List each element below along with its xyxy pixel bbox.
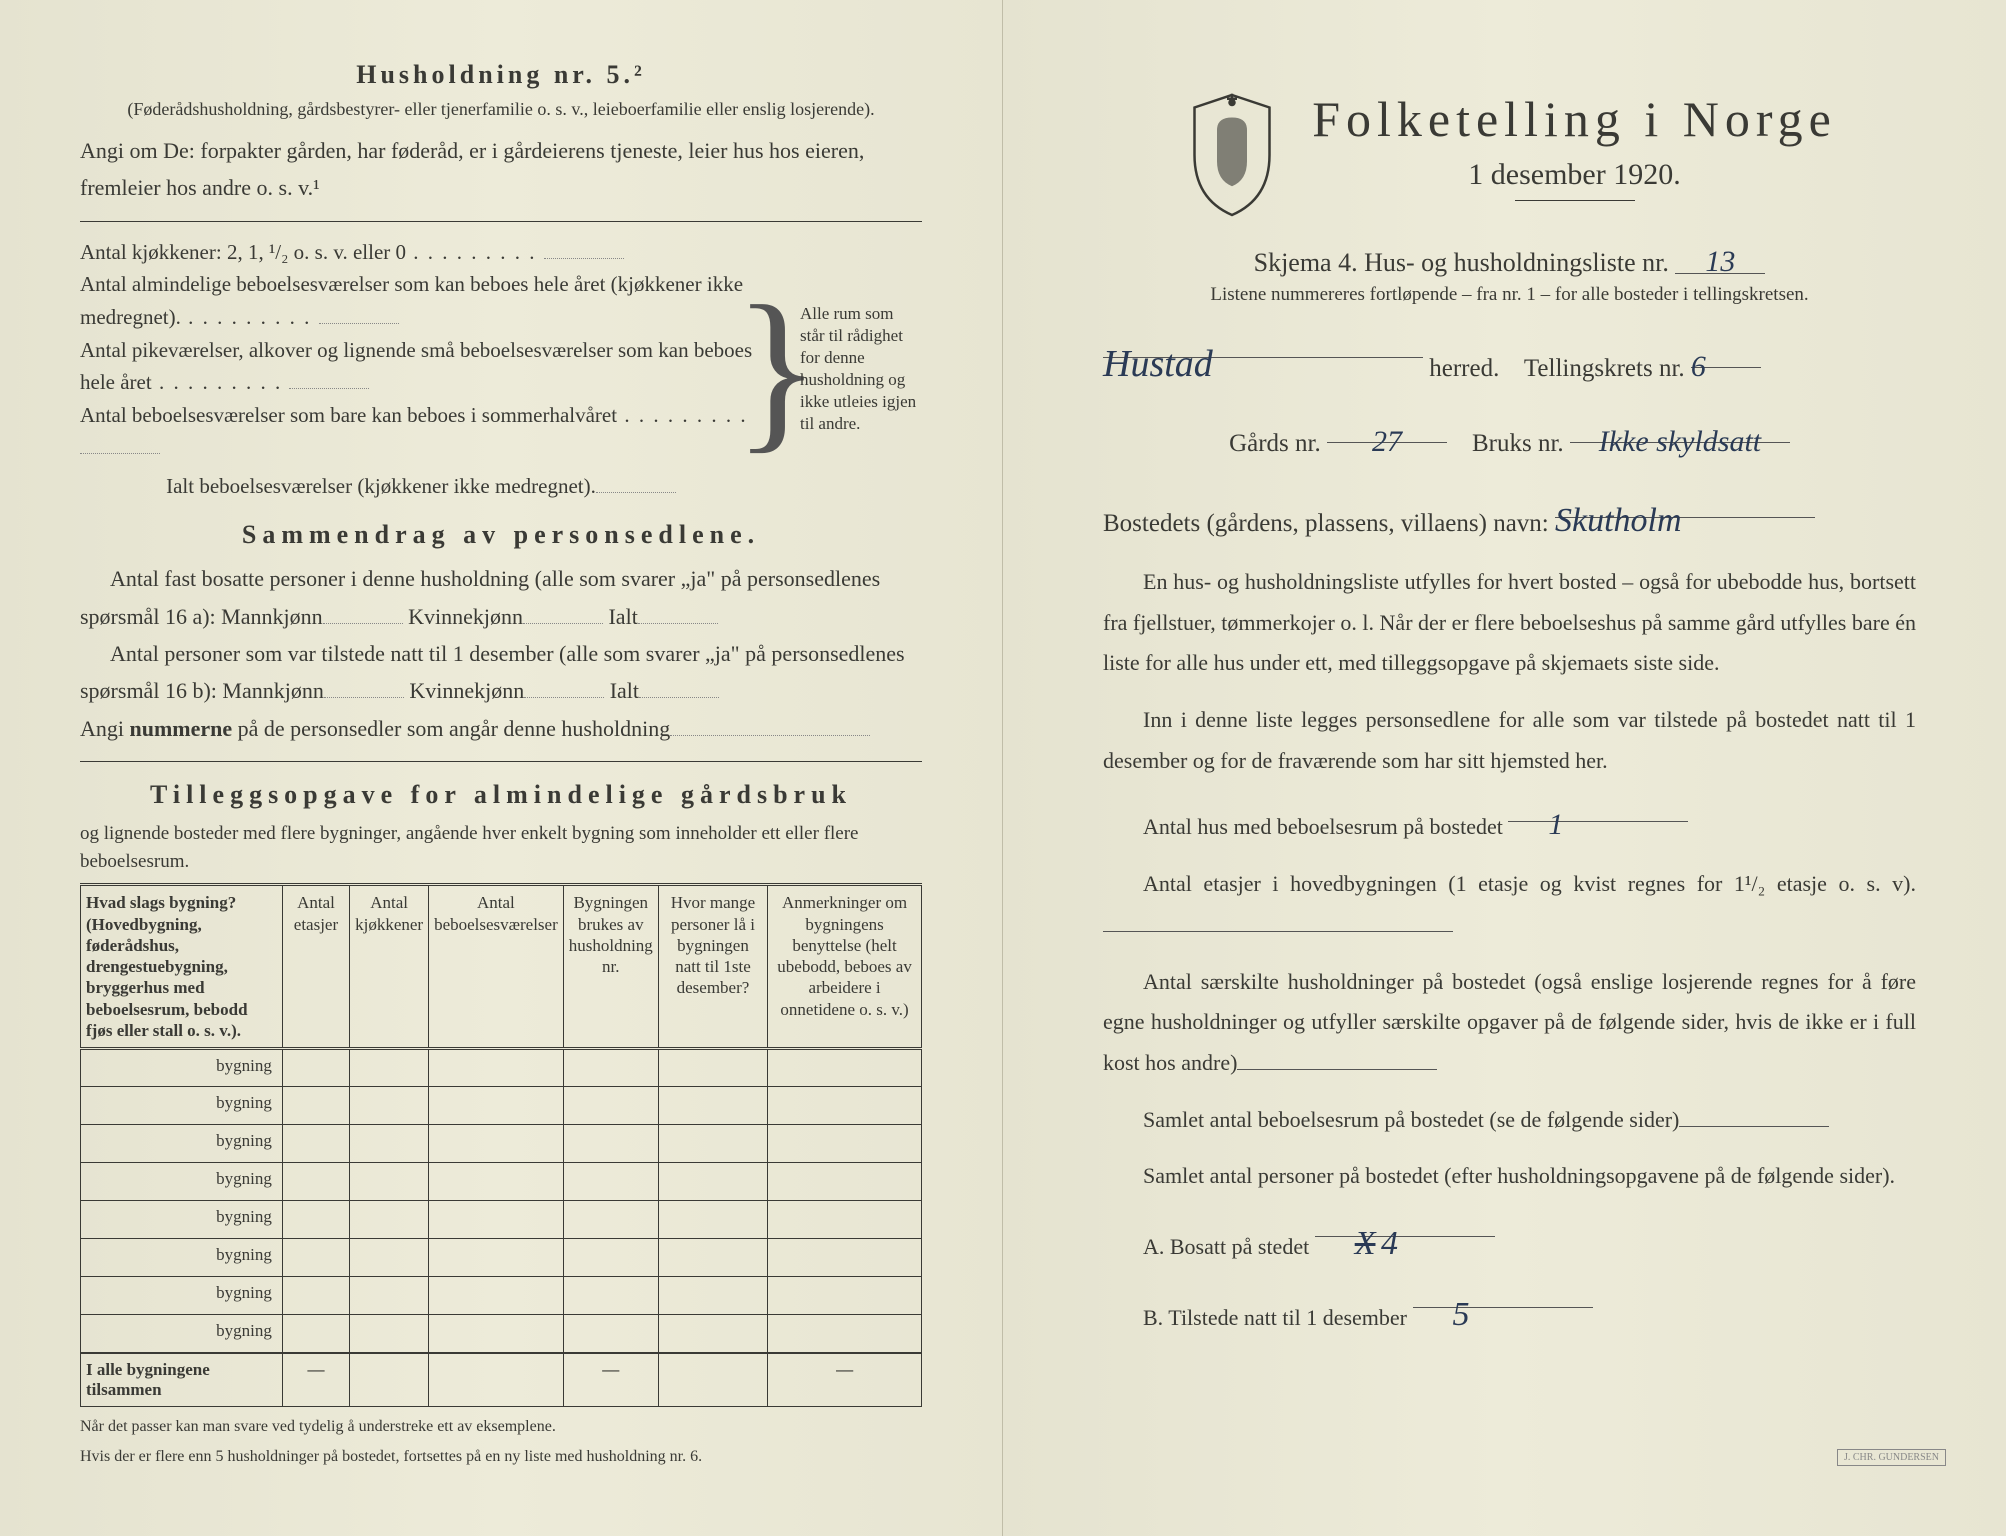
instructions-para-2: Inn i denne liste legges personsedlene f… [1103, 700, 1916, 781]
qA-line: A. Bosatt på stedet X 4 [1103, 1213, 1916, 1268]
summary-line-3: Angi nummerne på de personsedler som ang… [80, 710, 922, 747]
th-kitchens: Antal kjøkkener [350, 885, 429, 1049]
th-persons: Hvor mange personer lå i bygningen natt … [658, 885, 767, 1049]
q5-line: Samlet antal personer på bostedet (efter… [1103, 1156, 1916, 1197]
brace-icon: } [762, 236, 792, 502]
qB-line: B. Tilstede natt til 1 desember 5 [1103, 1284, 1916, 1339]
th-type: Hvad slags bygning? (Hovedbygning, føder… [81, 885, 283, 1049]
table-row: bygning [81, 1239, 922, 1277]
table-row: bygning [81, 1277, 922, 1315]
summary-heading: Sammendrag av personsedlene. [80, 520, 922, 550]
bosted-line: Bostedets (gårdens, plassens, villaens) … [1103, 490, 1916, 546]
summary-line-1: Antal fast bosatte personer i denne hush… [80, 560, 922, 635]
buildings-table: Hvad slags bygning? (Hovedbygning, føder… [80, 883, 922, 1406]
room-questions-block: Antal kjøkkener: 2, 1, ¹/₂ o. s. v. elle… [80, 236, 922, 502]
table-row: bygning [81, 1125, 922, 1163]
household-prompt: Angi om De: forpakter gården, har føderå… [80, 132, 922, 207]
q4-line: Samlet antal beboelsesrum på bostedet (s… [1103, 1100, 1916, 1141]
th-household: Bygningen brukes av husholdning nr. [563, 885, 658, 1049]
q1-line: Antal hus med beboelsesrum på bostedet 1 [1103, 797, 1916, 848]
footnote-2: Hvis der er flere enn 5 husholdninger på… [80, 1447, 922, 1468]
table-row: bygning [81, 1049, 922, 1087]
th-rooms: Antal beboelsesværelser [429, 885, 564, 1049]
coat-of-arms-icon [1182, 90, 1282, 225]
room-line-1: Antal almindelige beboelsesværelser som … [80, 268, 762, 333]
household-intro: (Føderådshusholdning, gårdsbestyrer- ell… [80, 96, 922, 122]
room-line-2: Antal pikeværelser, alkover og lignende … [80, 334, 762, 399]
household-heading: Husholdning nr. 5.² [80, 60, 922, 90]
th-notes: Anmerkninger om bygningens benyttelse (h… [768, 885, 922, 1049]
th-floors: Antal etasjer [282, 885, 349, 1049]
footnote-1: Når det passer kan man svare ved tydelig… [80, 1417, 922, 1438]
table-row: bygning [81, 1201, 922, 1239]
list-note: Listene nummereres fortløpende – fra nr.… [1103, 284, 1916, 306]
brace-note: Alle rum som står til rådighet for denne… [792, 236, 922, 502]
left-page: Husholdning nr. 5.² (Føderådshusholdning… [0, 0, 1003, 1536]
census-date: 1 desember 1920. [1312, 158, 1837, 192]
printer-stamp: J. CHR. GUNDERSEN [1837, 1449, 1946, 1466]
summary-line-2: Antal personer som var tilstede natt til… [80, 635, 922, 710]
q3-line: Antal særskilte husholdninger på bostede… [1103, 962, 1916, 1084]
kitchen-count-line: Antal kjøkkener: 2, 1, ¹/₂ o. s. v. elle… [80, 236, 762, 269]
right-page: Folketelling i Norge 1 desember 1920. Sk… [1003, 0, 2006, 1536]
tillegg-sub: og lignende bosteder med flere bygninger… [80, 820, 922, 875]
room-total-line: Ialt beboelsesværelser (kjøkkener ikke m… [80, 470, 762, 503]
table-total-row: I alle bygningene tilsammen — — — [81, 1353, 922, 1407]
schema-line: Skjema 4. Hus- og husholdningsliste nr. … [1103, 245, 1916, 278]
table-row: bygning [81, 1315, 922, 1353]
table-row: bygning [81, 1163, 922, 1201]
instructions-para-1: En hus- og husholdningsliste utfylles fo… [1103, 562, 1916, 684]
herred-line: Hustad herred. Tellingskrets nr. 6 [1103, 330, 1916, 391]
main-title: Folketelling i Norge [1312, 90, 1837, 148]
room-line-3: Antal beboelsesværelser som bare kan beb… [80, 399, 762, 464]
q2-line: Antal etasjer i hovedbygningen (1 etasje… [1103, 864, 1916, 945]
tillegg-heading: Tilleggsopgave for almindelige gårdsbruk [80, 780, 922, 810]
gards-line: Gårds nr. 27 Bruks nr. Ikke skyldsatt [1103, 415, 1916, 466]
table-row: bygning [81, 1087, 922, 1125]
